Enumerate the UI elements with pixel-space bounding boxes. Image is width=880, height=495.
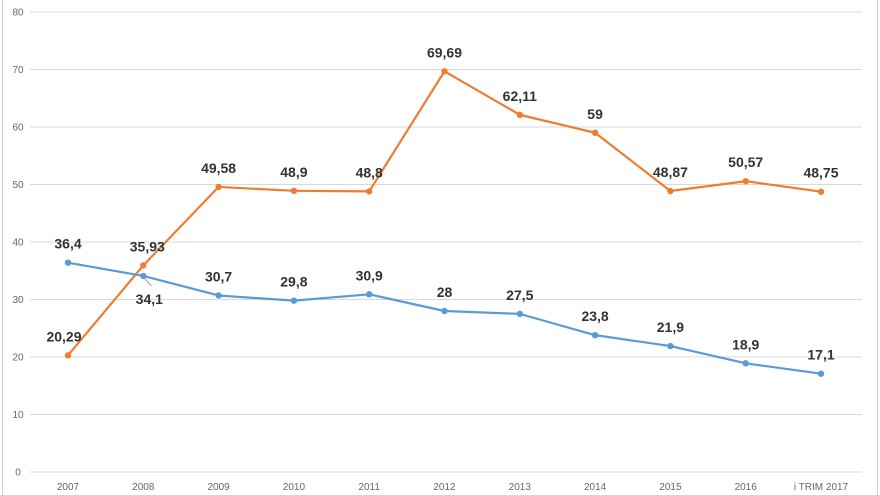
data-label-orange: 49,58: [201, 160, 236, 176]
data-label-orange: 48,9: [280, 164, 307, 180]
data-point-blue: [667, 342, 674, 350]
x-tick-label: 2014: [584, 482, 607, 493]
data-label-orange: 62,11: [503, 88, 537, 104]
x-tick-label: 2012: [433, 482, 456, 493]
data-point-blue: [366, 291, 373, 298]
data-label-orange: 48,8: [356, 164, 383, 180]
x-tick-label: 2011: [358, 482, 380, 493]
data-labels: 20,29 35,93 49,58 48,9 48,8 69,69 62,11 59 48,87…: [46, 44, 838, 362]
data-point-blue: [516, 310, 523, 318]
series-group: [64, 68, 825, 377]
y-tick-label: 30: [12, 295, 24, 306]
data-label-orange: 20,29: [46, 328, 81, 344]
y-tick-label: 20: [12, 353, 24, 364]
data-point-orange: [140, 262, 147, 269]
x-tick-label: 2009: [207, 482, 230, 493]
data-label-blue: 30,9: [356, 267, 383, 283]
x-tick-label: 2007: [57, 482, 80, 493]
x-tick-label: 2015: [659, 482, 682, 493]
x-tick-label: i TRIM 2017: [794, 482, 849, 493]
data-label-orange: 48,75: [803, 165, 838, 181]
data-point-orange: [441, 68, 448, 75]
y-tick-label: 60: [12, 123, 24, 134]
data-point-orange: [591, 129, 599, 136]
y-tick-label: 80: [12, 8, 24, 19]
data-point-orange: [64, 352, 72, 359]
data-point-blue: [591, 331, 599, 339]
data-label-orange: 59: [587, 106, 603, 122]
data-point-blue: [64, 259, 72, 266]
data-label-blue: 23,8: [581, 308, 608, 324]
data-point-blue: [817, 370, 825, 377]
data-label-blue: 18,9: [732, 336, 759, 352]
data-label-blue: 28: [437, 284, 453, 300]
x-tick-label: 2008: [132, 482, 155, 493]
y-tick-label: 70: [12, 65, 24, 76]
data-label-blue: 36,4: [54, 236, 81, 252]
data-point-orange: [215, 183, 222, 191]
x-tick-label: 2010: [283, 482, 306, 493]
y-tick-label: 50: [12, 180, 24, 191]
data-point-orange: [742, 178, 749, 185]
data-point-blue: [140, 272, 147, 280]
data-point-orange: [290, 187, 298, 195]
y-tick-label: 10: [12, 410, 24, 421]
data-label-blue: 17,1: [807, 347, 834, 363]
data-label-blue: 21,9: [657, 319, 684, 335]
data-point-orange: [817, 188, 825, 195]
data-point-blue: [215, 292, 222, 299]
y-tick-label: 40: [12, 238, 24, 249]
data-label-blue: 29,8: [280, 274, 307, 290]
data-point-orange: [667, 187, 674, 195]
data-label-blue: 30,7: [205, 268, 232, 284]
y-tick-label: 0: [15, 468, 21, 479]
gridlines: [30, 11, 862, 473]
leader-line: [143, 277, 152, 287]
data-point-blue: [441, 307, 448, 315]
data-point-blue: [290, 297, 298, 304]
data-point-blue: [742, 360, 749, 367]
data-label-blue: 27,5: [506, 287, 533, 303]
data-point-orange: [366, 188, 373, 195]
y-axis: 0 10 20 30 40 50 60 70 80: [12, 8, 24, 479]
data-label-orange: 48,87: [653, 164, 688, 180]
data-label-orange: 50,57: [728, 154, 763, 170]
data-label-blue: 34,1: [136, 291, 163, 307]
data-label-orange: 35,93: [130, 238, 165, 254]
x-tick-label: 2013: [509, 482, 532, 493]
data-label-orange: 69,69: [427, 44, 462, 60]
x-axis: 2007 2008 2009 2010 2011 2012 2013 2014 2015 2016…: [57, 482, 849, 493]
x-tick-label: 2016: [735, 482, 758, 493]
data-point-orange: [516, 111, 523, 119]
